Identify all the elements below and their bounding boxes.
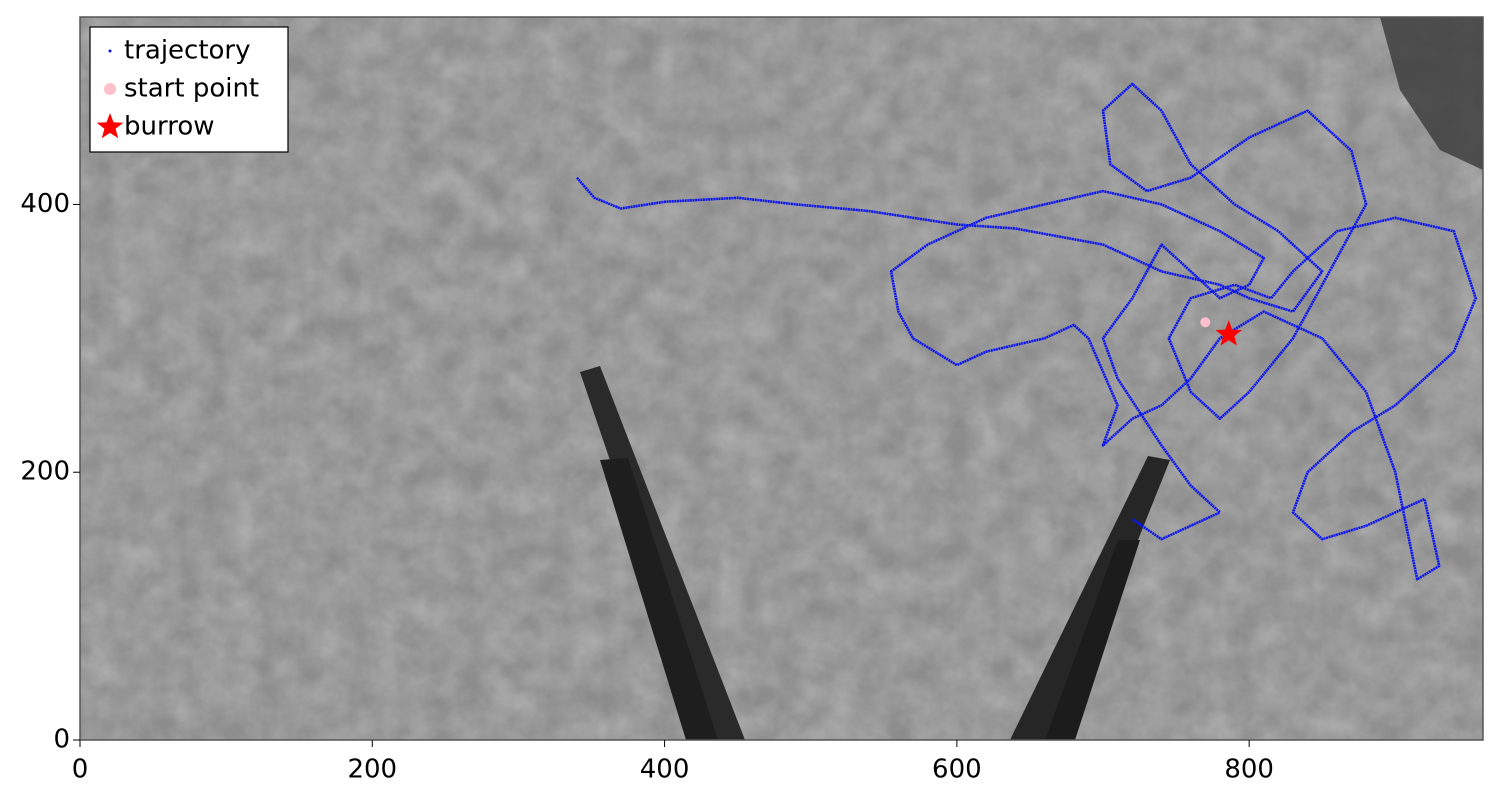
start-point [1200, 317, 1211, 328]
legend-box [89, 26, 289, 153]
legend-label: trajectory [124, 36, 251, 66]
trajectory-line [575, 82, 1477, 581]
legend-marker [104, 83, 116, 95]
legend: trajectory start point burrow [89, 26, 289, 153]
x-tick-label: 0 [72, 755, 89, 785]
y-tick-label: 400 [20, 189, 70, 219]
plot-frame [79, 16, 1484, 741]
legend-marker [108, 49, 112, 53]
y-tick-label: 0 [53, 725, 70, 755]
burrow-marker [1215, 320, 1242, 346]
x-tick-label: 800 [1224, 755, 1274, 785]
x-tick-label: 200 [347, 755, 397, 785]
x-tick-label: 600 [932, 755, 982, 785]
x-tick-label: 400 [640, 755, 690, 785]
legend-marker [96, 113, 124, 139]
y-tick-label: 200 [20, 457, 70, 487]
background-image [80, 17, 1483, 740]
plot-area [575, 82, 1477, 581]
legend-label: start point [124, 74, 259, 104]
legend-label: burrow [124, 112, 215, 142]
